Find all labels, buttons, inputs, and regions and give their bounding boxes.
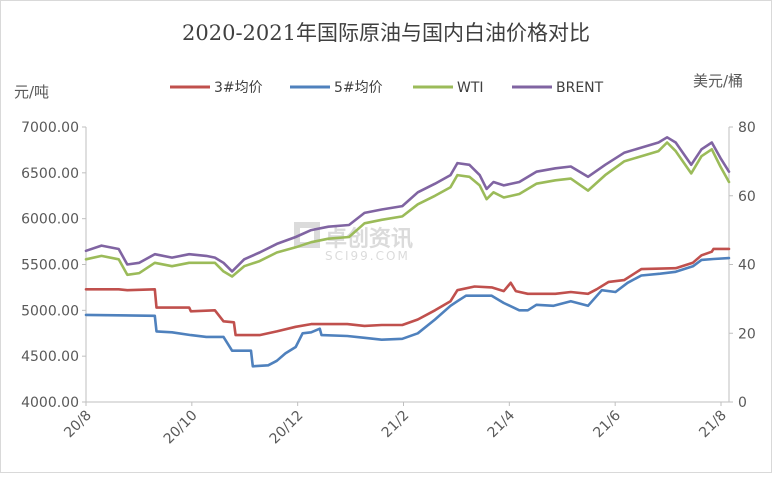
legend-label: 3#均价 [214, 80, 263, 96]
legend-label: BRENT [556, 80, 604, 96]
right-tick-label: 40 [738, 258, 756, 274]
left-tick-label: 4000.00 [21, 395, 79, 411]
series-line-1 [84, 247, 731, 337]
right-axis-unit: 美元/桶 [693, 72, 743, 90]
right-tick-label: 80 [738, 120, 756, 136]
right-tick-label: 60 [738, 189, 756, 205]
left-tick-label: 6500.00 [21, 166, 79, 182]
watermark-subtext: SCI99.COM [325, 249, 410, 263]
series-line-2 [84, 256, 731, 368]
legend-label: 5#均价 [334, 80, 383, 96]
series-layer [84, 136, 731, 368]
series-line-4 [84, 136, 731, 273]
right-tick-label: 0 [738, 395, 747, 411]
legend-label: WTI [457, 80, 484, 96]
legend: 3#均价 5#均价 WTI BRENT [170, 80, 604, 96]
series-line-3 [84, 141, 731, 278]
left-tick-label: 4500.00 [21, 349, 79, 365]
watermark-text: 卓创资讯 [325, 227, 413, 252]
right-tick-label: 20 [738, 326, 756, 342]
chart-title: 2020-2021年国际原油与国内白油价格对比 [182, 21, 590, 45]
watermark: 卓创资讯 SCI99.COM [294, 222, 413, 263]
left-tick-label: 7000.00 [21, 120, 79, 136]
left-axis-unit: 元/吨 [14, 83, 49, 101]
left-tick-label: 5500.00 [21, 258, 79, 274]
left-tick-label: 5000.00 [21, 303, 79, 319]
left-tick-label: 6000.00 [21, 212, 79, 228]
